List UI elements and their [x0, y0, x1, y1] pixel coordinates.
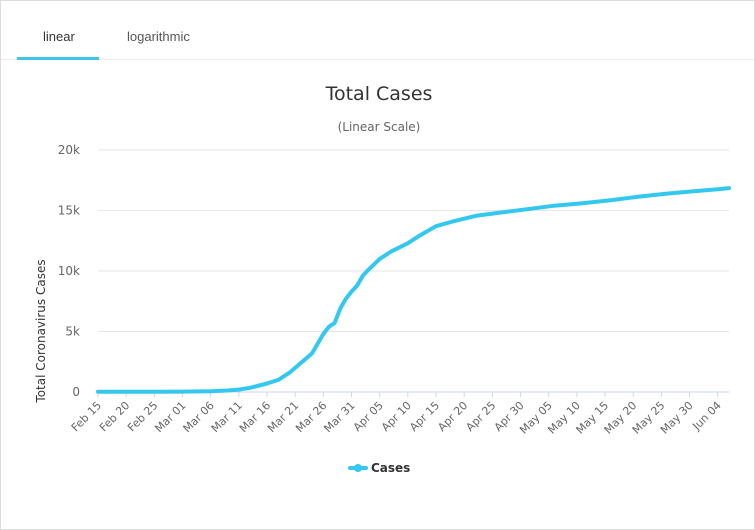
y-tick-label: 0 [72, 385, 80, 399]
x-tick-label: Apr 05 [351, 399, 386, 434]
tab-linear[interactable]: linear [43, 29, 75, 44]
x-tick-label: Feb 20 [97, 399, 132, 434]
legend-marker [354, 464, 362, 472]
x-tick-label: Feb 15 [69, 399, 104, 434]
line-chart: Total Cases (Linear Scale) Total Coronav… [34, 83, 731, 475]
scale-tabs: linear logarithmic [1, 1, 754, 60]
x-tick-label: Apr 25 [463, 399, 498, 434]
active-tab-indicator [17, 57, 99, 60]
chart-subtitle: (Linear Scale) [338, 120, 421, 134]
y-tick-label: 5k [65, 325, 80, 339]
y-tick-label: 10k [58, 264, 80, 278]
x-tick-label: Mar 31 [321, 399, 357, 435]
x-tick-label: Apr 10 [379, 399, 414, 434]
y-axis-title: Total Coronavirus Cases [34, 259, 48, 403]
legend-label: Cases [371, 461, 410, 475]
y-tick-label: 15k [58, 204, 80, 218]
x-tick-label: Apr 20 [435, 399, 470, 434]
legend[interactable]: Cases [348, 461, 410, 475]
tab-logarithmic[interactable]: logarithmic [127, 29, 190, 44]
x-tick-label: Apr 15 [407, 399, 442, 434]
x-tick-label: Jun 04 [689, 399, 723, 433]
y-tick-label: 20k [58, 143, 80, 157]
chart-title: Total Cases [325, 83, 433, 105]
series-line-cases[interactable] [96, 186, 731, 394]
